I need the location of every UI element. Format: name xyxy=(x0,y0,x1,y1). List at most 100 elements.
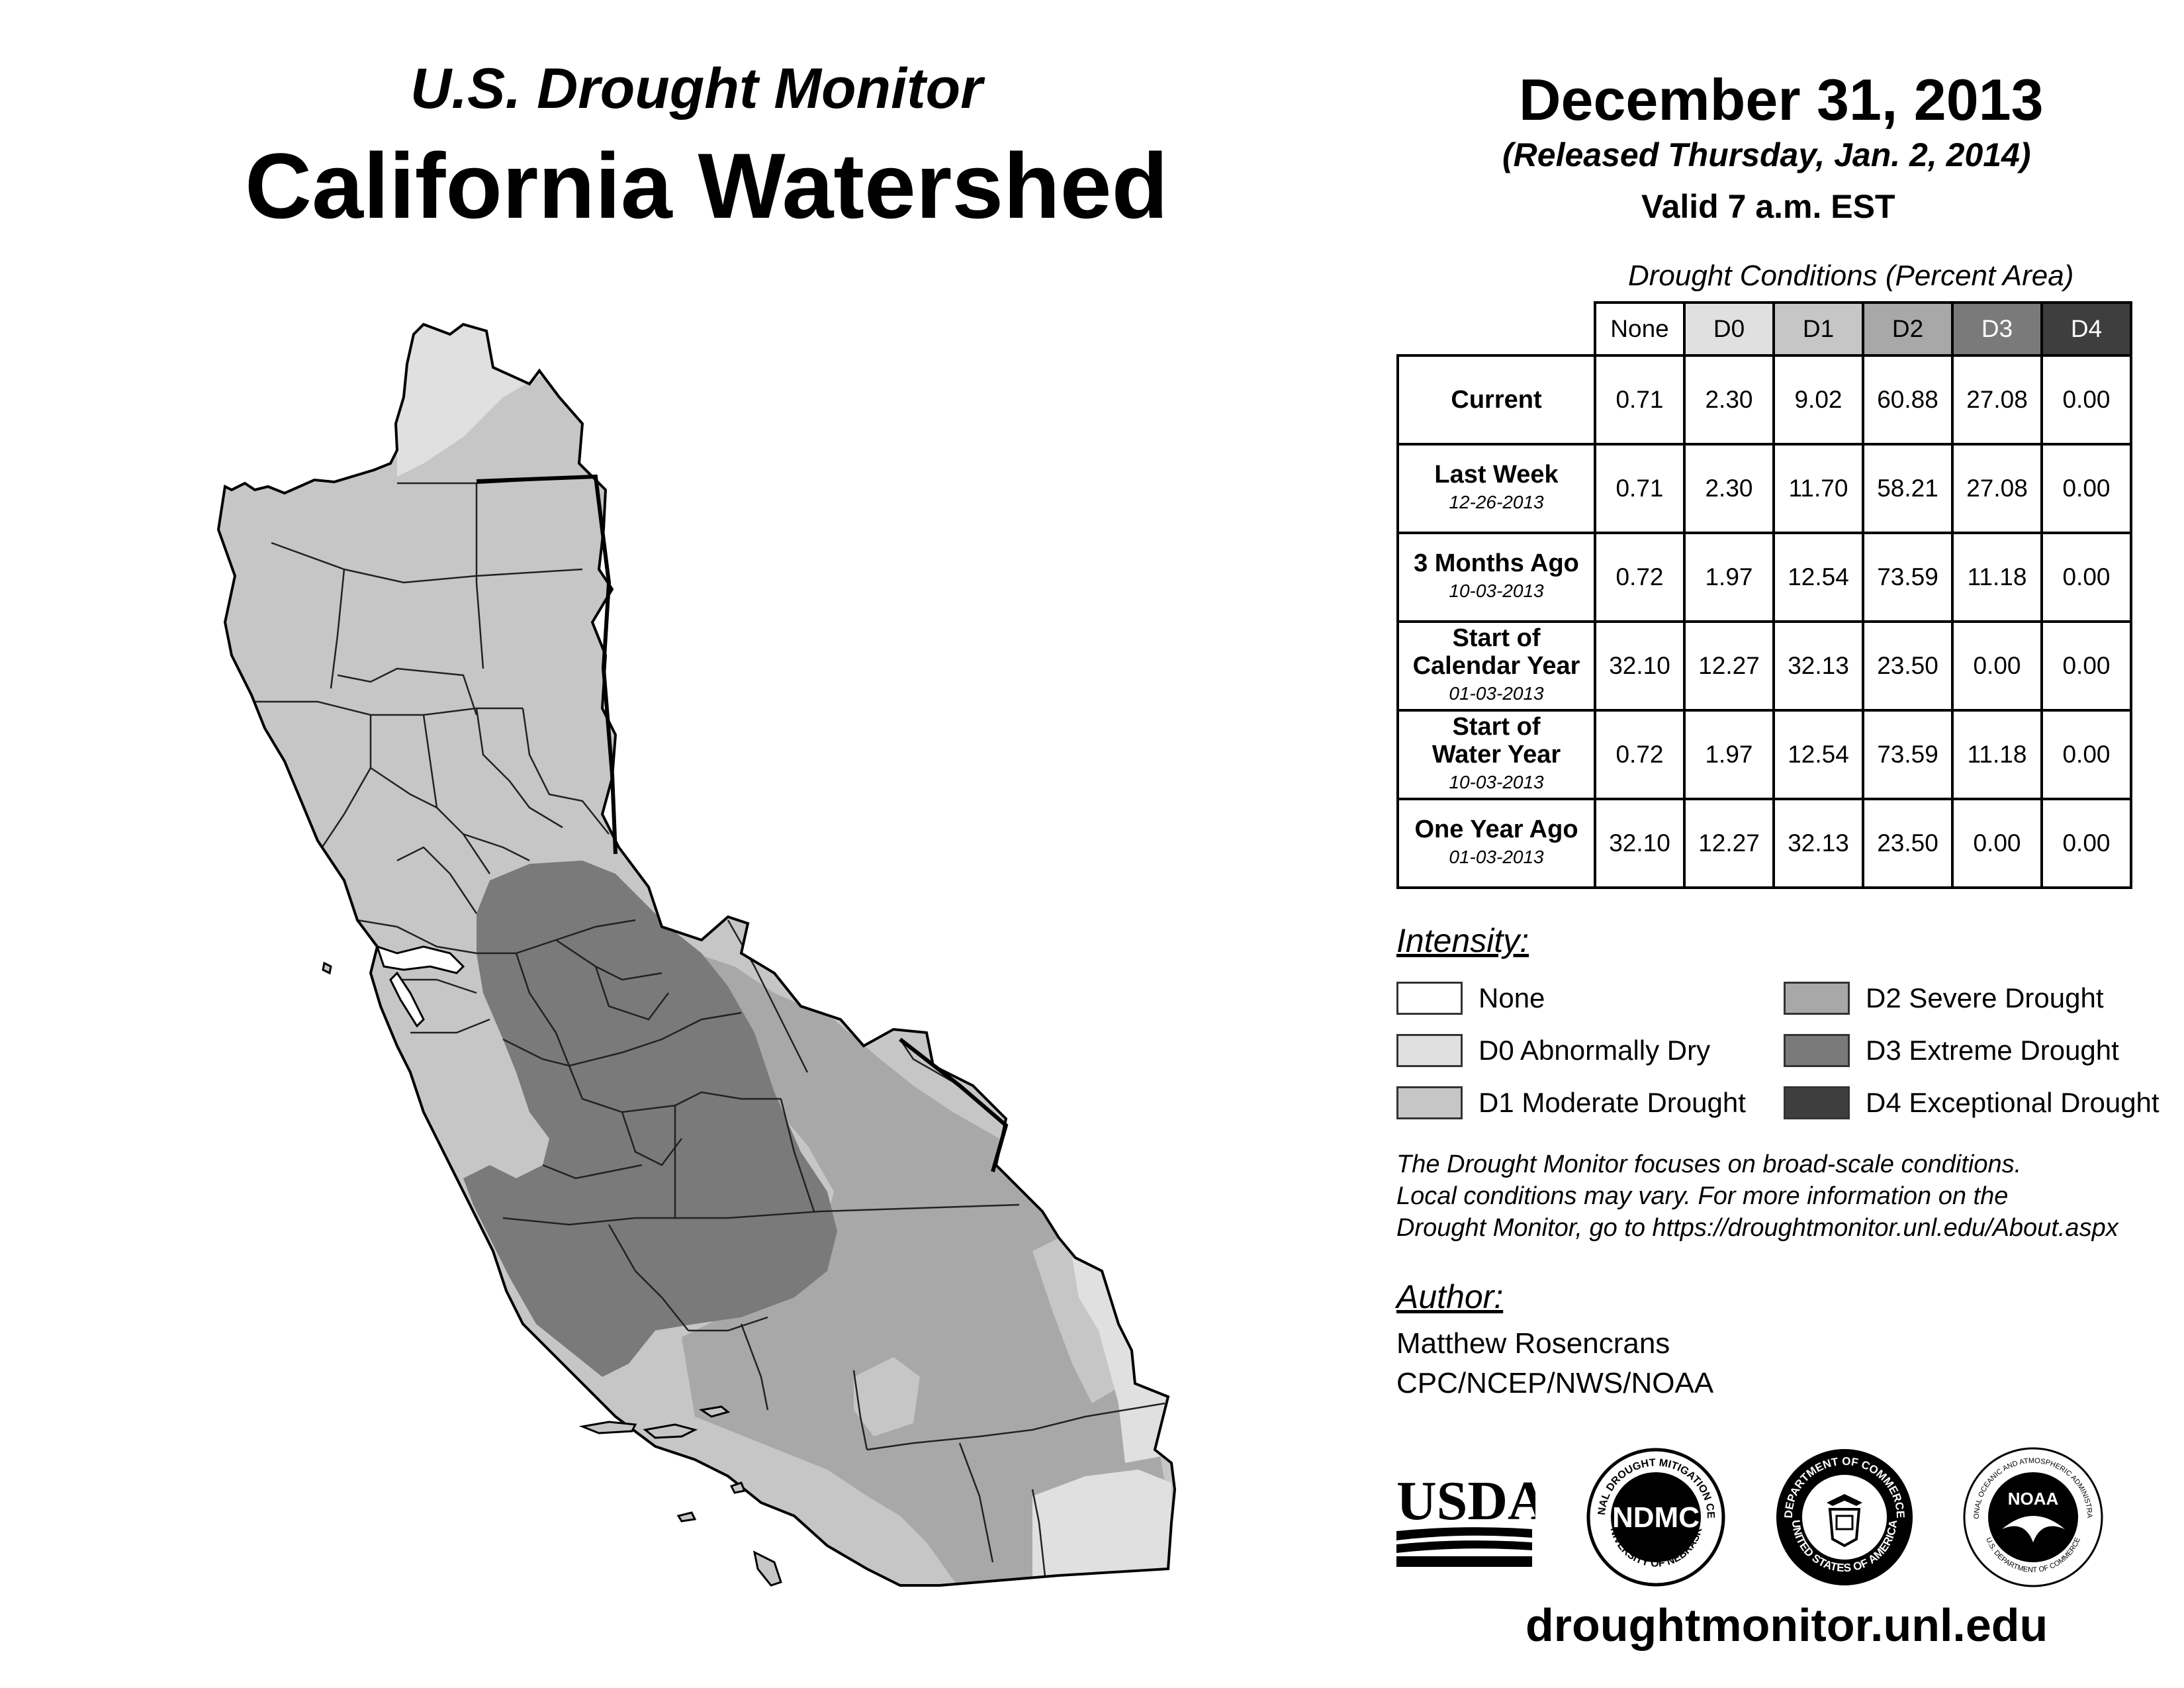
row-header-start-of-water-year: Start of Water Year 10-03-2013 xyxy=(1396,709,1596,800)
table-cell: 0.00 xyxy=(2040,709,2132,800)
legend-label: D3 Extreme Drought xyxy=(1866,1035,2119,1066)
note-line: The Drought Monitor focuses on broad-sca… xyxy=(1396,1150,2022,1178)
table-cell: 11.18 xyxy=(1951,709,2043,800)
note-line: Local conditions may vary. For more info… xyxy=(1396,1182,2009,1210)
legend-label: D2 Severe Drought xyxy=(1866,982,2104,1013)
author-heading: Author: xyxy=(1396,1278,1504,1315)
legend-label: D4 Exceptional Drought xyxy=(1866,1087,2160,1118)
row-label: Last Week xyxy=(1434,461,1559,489)
row-date: 10-03-2013 xyxy=(1449,772,1544,792)
table-cell: 11.18 xyxy=(1951,532,2043,623)
row-label: One Year Ago xyxy=(1414,816,1578,843)
table-row: Last Week 12-26-2013 0.71 2.30 11.70 58.2… xyxy=(1396,443,2132,534)
author-organization: CPC/NCEP/NWS/NOAA xyxy=(1396,1367,1714,1399)
legend-item-d2: D2 Severe Drought xyxy=(1784,978,2104,1018)
legend-label: D0 Abnormally Dry xyxy=(1479,1035,1711,1066)
table-cell: 0.71 xyxy=(1594,443,1686,534)
note-line: Drought Monitor, go to https://droughtmo… xyxy=(1396,1214,2118,1242)
table-cell: 0.00 xyxy=(2040,798,2132,889)
table-cell: 0.00 xyxy=(2040,620,2132,712)
legend-swatch xyxy=(1396,982,1463,1015)
table-caption: Drought Conditions (Percent Area) xyxy=(1628,259,2074,292)
row-date: 10-03-2013 xyxy=(1449,581,1544,601)
legend-item-d0: D0 Abnormally Dry xyxy=(1396,1031,1710,1070)
release-date: (Released Thursday, Jan. 2, 2014) xyxy=(1502,136,2031,173)
valid-time: Valid 7 a.m. EST xyxy=(1641,188,1895,225)
table-cell: 23.50 xyxy=(1862,798,1954,889)
row-label: Start of xyxy=(1452,713,1541,741)
row-label: Current xyxy=(1451,386,1542,414)
table-cell: 60.88 xyxy=(1862,354,1954,445)
table-cell: 12.27 xyxy=(1683,620,1775,712)
ndmc-logo: NATIONAL DROUGHT MITIGATION CENTER UNIVE… xyxy=(1585,1446,1725,1587)
disclaimer-note: The Drought Monitor focuses on broad-sca… xyxy=(1396,1149,2118,1244)
legend-swatch xyxy=(1784,1034,1850,1067)
department-of-commerce-seal: DEPARTMENT OF COMMERCE UNITED STATES OF … xyxy=(1776,1449,1913,1585)
table-cell: 32.13 xyxy=(1772,620,1864,712)
table-row: One Year Ago 01-03-2013 32.10 12.27 32.13… xyxy=(1396,798,2132,889)
table-cell: 1.97 xyxy=(1683,709,1775,800)
table-cell: 58.21 xyxy=(1862,443,1954,534)
row-label-line2: Water Year xyxy=(1432,741,1561,769)
row-date: 01-03-2013 xyxy=(1449,847,1544,867)
table-cell: 0.00 xyxy=(2040,443,2132,534)
table-row: 3 Months Ago 10-03-2013 0.72 1.97 12.54 7… xyxy=(1396,532,2132,623)
row-label-line2: Calendar Year xyxy=(1412,652,1580,680)
row-header-3-months-ago: 3 Months Ago 10-03-2013 xyxy=(1396,532,1596,623)
table-corner xyxy=(1398,303,1595,357)
table-cell: 23.50 xyxy=(1862,620,1954,712)
usda-logo-text: USDA xyxy=(1396,1470,1535,1532)
table-cell: 1.97 xyxy=(1683,532,1775,623)
table-cell: 0.72 xyxy=(1594,532,1686,623)
table-cell: 2.30 xyxy=(1683,443,1775,534)
table-row: Current 0.71 2.30 9.02 60.88 27.08 0.00 xyxy=(1396,354,2132,445)
intensity-heading: Intensity: xyxy=(1396,922,1529,959)
legend-item-d3: D3 Extreme Drought xyxy=(1784,1031,2119,1070)
table-cell: 0.00 xyxy=(2040,354,2132,445)
legend-swatch xyxy=(1396,1034,1463,1067)
table-cell: 0.00 xyxy=(2040,532,2132,623)
website-link[interactable]: droughtmonitor.unl.edu xyxy=(1525,1599,2048,1651)
row-label: Start of xyxy=(1452,624,1541,652)
table-cell: 9.02 xyxy=(1772,354,1864,445)
legend-swatch xyxy=(1784,982,1850,1015)
column-header-d0: D0 xyxy=(1683,301,1775,357)
table-header-row: None D0 D1 D2 D3 D4 xyxy=(1398,301,2132,357)
table-row: Start of Water Year 10-03-2013 0.72 1.97 1… xyxy=(1396,709,2132,800)
noaa-logo: NATIONAL OCEANIC AND ATMOSPHERIC ADMINIS… xyxy=(1962,1446,2103,1587)
legend-item-d1: D1 Moderate Drought xyxy=(1396,1083,1746,1123)
legend-item-none: None xyxy=(1396,978,1545,1018)
row-header-current: Current xyxy=(1396,354,1596,445)
california-watershed-map xyxy=(217,323,1176,1587)
column-header-d1: D1 xyxy=(1772,301,1864,357)
table-cell: 27.08 xyxy=(1951,354,2043,445)
row-header-last-week: Last Week 12-26-2013 xyxy=(1396,443,1596,534)
table-cell: 12.27 xyxy=(1683,798,1775,889)
table-cell: 27.08 xyxy=(1951,443,2043,534)
table-cell: 0.71 xyxy=(1594,354,1686,445)
column-header-d3: D3 xyxy=(1951,301,2043,357)
row-label: 3 Months Ago xyxy=(1414,549,1579,577)
noaa-logo-text: NOAA xyxy=(2008,1489,2059,1509)
table-cell: 12.54 xyxy=(1772,709,1864,800)
row-date: 01-03-2013 xyxy=(1449,683,1544,704)
author-name: Matthew Rosencrans xyxy=(1396,1327,1670,1360)
table-cell: 32.10 xyxy=(1594,798,1686,889)
drought-conditions-table: None D0 D1 D2 D3 D4 Current 0.71 2.30 9.… xyxy=(1396,301,2132,889)
table-cell: 0.00 xyxy=(1951,620,2043,712)
legend-item-d4: D4 Exceptional Drought xyxy=(1784,1083,2160,1123)
table-cell: 2.30 xyxy=(1683,354,1775,445)
valid-date: December 31, 2013 xyxy=(1519,67,2044,132)
legend-swatch xyxy=(1396,1086,1463,1119)
legend-swatch xyxy=(1784,1086,1850,1119)
column-header-none: None xyxy=(1594,301,1686,357)
row-header-start-of-calendar-year: Start of Calendar Year 01-03-2013 xyxy=(1396,620,1596,712)
ndmc-logo-text: NDMC xyxy=(1612,1501,1700,1534)
column-header-d2: D2 xyxy=(1862,301,1954,357)
map-subtitle: U.S. Drought Monitor xyxy=(410,57,983,120)
legend-label: D1 Moderate Drought xyxy=(1479,1087,1746,1118)
table-cell: 32.10 xyxy=(1594,620,1686,712)
row-date: 12-26-2013 xyxy=(1449,492,1544,512)
map-title: California Watershed xyxy=(245,134,1169,238)
column-header-d4: D4 xyxy=(2040,301,2132,357)
